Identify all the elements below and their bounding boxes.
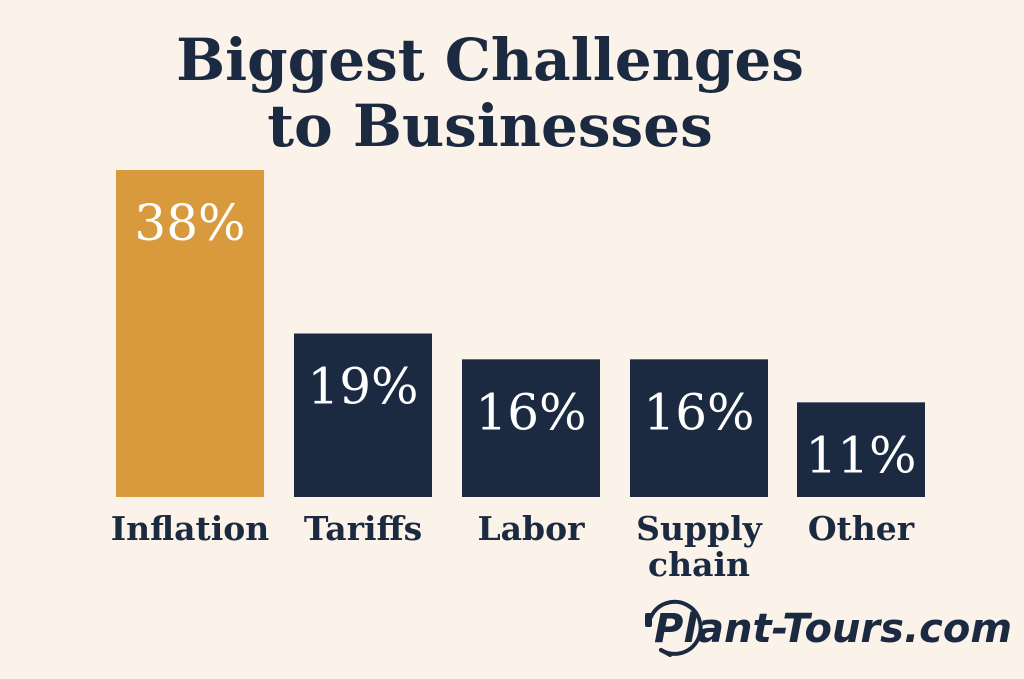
headset-icon bbox=[645, 599, 703, 657]
watermark-logo: Plant-Tours.com bbox=[645, 599, 1012, 657]
chart-title-line: Biggest Challenges bbox=[176, 26, 804, 94]
bar-value-label: 16% bbox=[643, 383, 754, 441]
watermark-text: Plant-Tours.com bbox=[654, 606, 1012, 652]
bar-tariffs bbox=[294, 333, 432, 497]
bar-value-label: 11% bbox=[805, 426, 916, 484]
category-label: Supply bbox=[636, 509, 763, 548]
category-label: Inflation bbox=[111, 509, 270, 548]
category-label: Labor bbox=[477, 509, 585, 548]
bar-value-label: 16% bbox=[475, 383, 586, 441]
category-label: Other bbox=[808, 509, 915, 548]
chart-title-line: to Businesses bbox=[267, 92, 712, 160]
bar-value-label: 19% bbox=[307, 358, 418, 416]
bar-inflation bbox=[116, 170, 264, 497]
bar-supply-chain bbox=[630, 359, 768, 497]
bar-value-label: 38% bbox=[134, 194, 245, 252]
category-label: Tariffs bbox=[304, 509, 422, 548]
bar-other bbox=[797, 402, 925, 497]
bar-labor bbox=[462, 359, 600, 497]
category-label: chain bbox=[648, 545, 750, 584]
bars: 38% 19% 16% 16% 11% bbox=[116, 170, 925, 497]
